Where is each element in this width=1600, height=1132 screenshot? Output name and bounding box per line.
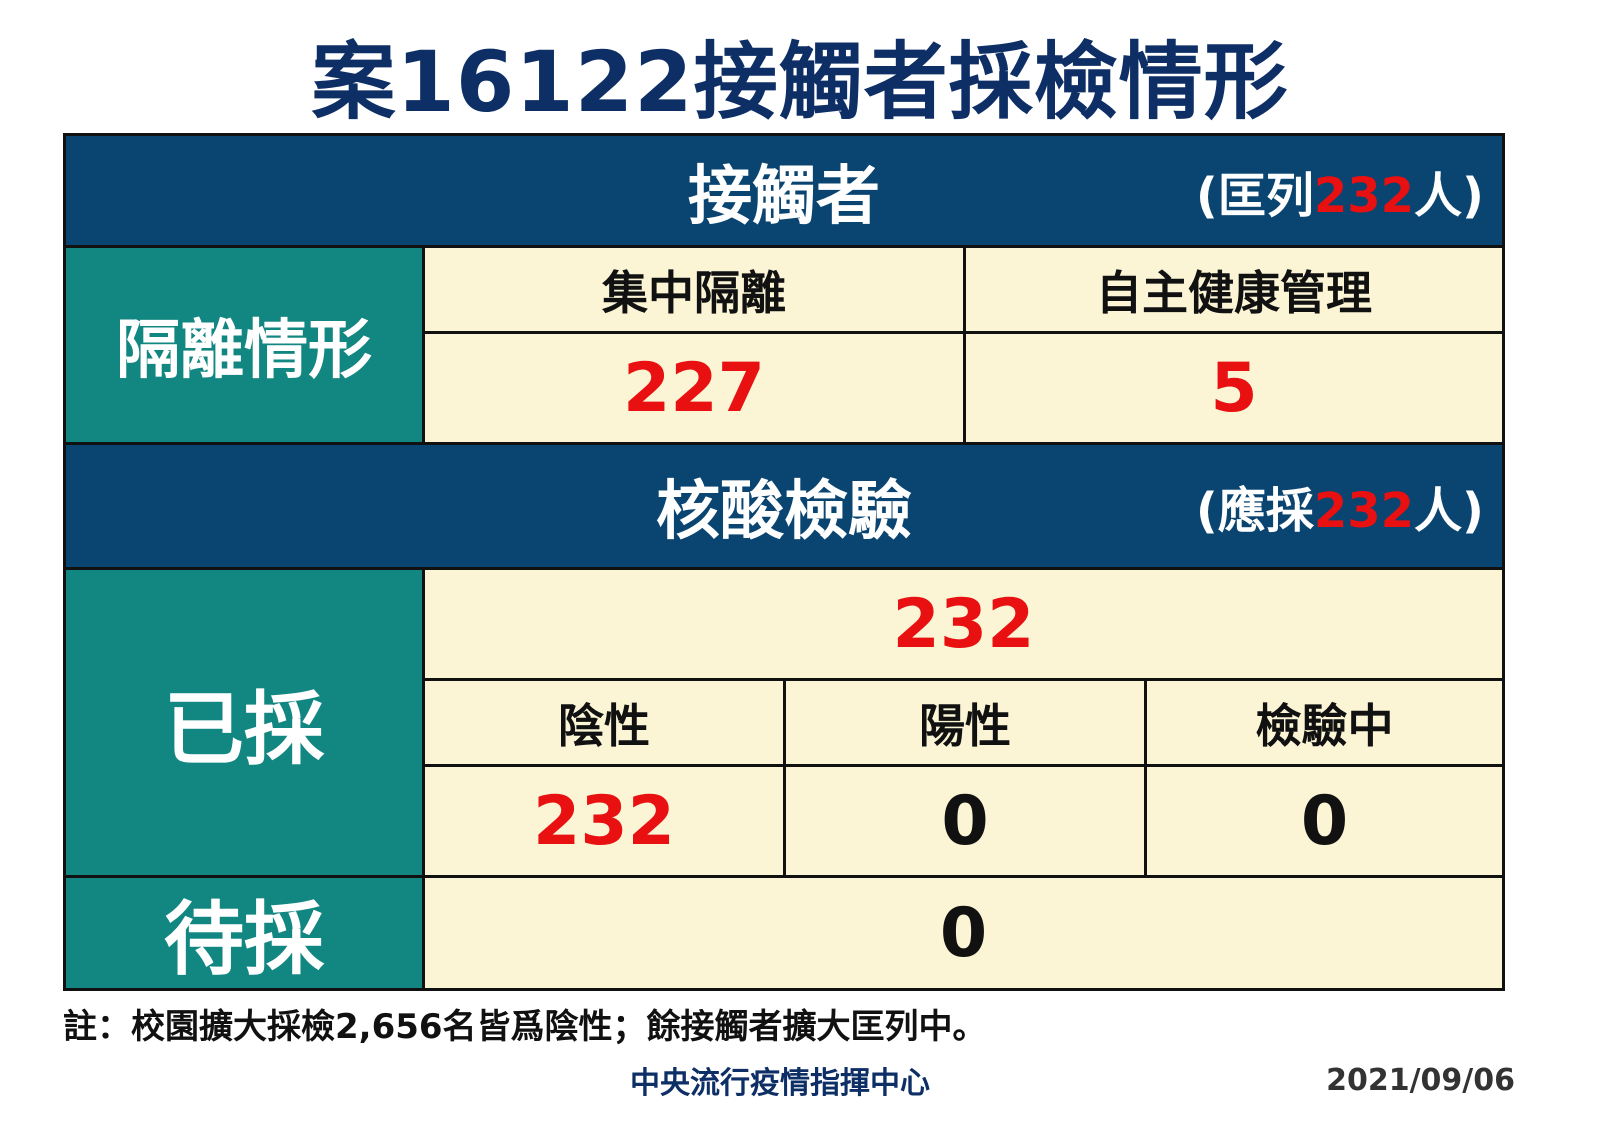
testing-header-label: 核酸檢驗 [656,475,912,549]
organization: 中央流行疫情指揮中心 [630,1066,930,1101]
sampled-label: 已採 [63,567,425,878]
self-health-management-header: 自主健康管理 [963,245,1505,334]
contacts-header: 接觸者 (匡列232人) [63,133,1505,248]
self-health-management-value: 5 [963,331,1505,445]
negative-header: 陰性 [422,678,786,767]
testing-in-progress-header: 檢驗中 [1144,678,1505,767]
contacts-header-label: 接觸者 [688,159,880,234]
centralized-quarantine-header: 集中隔離 [422,245,966,334]
positive-value: 0 [783,764,1147,878]
sampled-total: 232 [422,567,1505,681]
testing-in-progress-value: 0 [1144,764,1505,878]
pending-value: 0 [422,875,1505,991]
isolation-label: 隔離情形 [63,245,425,445]
contacts-listed-count: (匡列232人) [1195,167,1484,224]
testing-header: 核酸檢驗 (應採232人) [63,442,1505,570]
pending-label: 待採 [63,875,425,991]
testing-required-count: (應採232人) [1195,483,1484,539]
positive-header: 陽性 [783,678,1147,767]
page-title: 案16122接觸者採檢情形 [311,32,1289,131]
footnote: 註：校園擴大採檢2,656名皆爲陰性；餘接觸者擴大匡列中。 [63,1006,987,1047]
date: 2021/09/06 [1326,1062,1515,1098]
negative-value: 232 [422,764,786,878]
centralized-quarantine-value: 227 [422,331,966,445]
